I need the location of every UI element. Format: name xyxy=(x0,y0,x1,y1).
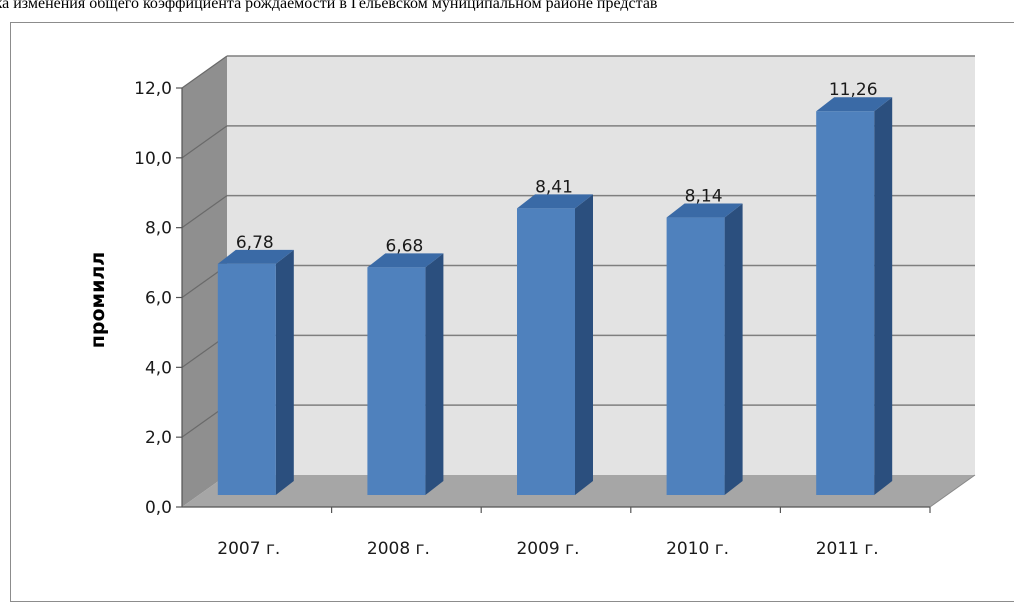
y-tick-label: 12,0 xyxy=(134,79,172,99)
bar-top xyxy=(816,97,893,112)
bar xyxy=(367,253,444,495)
bar-side xyxy=(275,249,294,495)
gridline-side xyxy=(181,125,228,159)
floor-edge xyxy=(929,474,976,508)
bar-side xyxy=(575,194,593,495)
bar-chart: 0,0 2,0 4,0 6,0 8,0 10,0 12,0 2007 г. 2008 г. 200… xyxy=(87,55,976,559)
data-label: 6,78 xyxy=(236,233,274,253)
bar-top xyxy=(367,253,444,268)
bar xyxy=(517,194,593,495)
bar xyxy=(816,97,893,495)
bar xyxy=(666,203,743,496)
bar-side xyxy=(425,253,444,495)
data-label: 8,14 xyxy=(685,187,723,207)
bar-top xyxy=(217,249,294,264)
bar-top xyxy=(517,194,593,209)
gridline-side xyxy=(181,195,228,229)
bar-front xyxy=(666,217,725,496)
y-tick-label: 6,0 xyxy=(145,289,172,309)
bar-front xyxy=(816,111,875,495)
y-tick-label: 10,0 xyxy=(134,149,172,169)
data-label: 6,68 xyxy=(385,236,423,256)
bar-front xyxy=(217,263,276,495)
bar-side xyxy=(724,203,743,496)
data-label: 11,26 xyxy=(829,80,878,100)
x-tick-label: 2009 г. xyxy=(516,539,579,559)
y-tick-label: 0,0 xyxy=(145,498,172,518)
figure-caption: ика изменения общего коэффициента рождае… xyxy=(0,0,658,12)
bar-top xyxy=(666,203,743,218)
x-tick-label: 2007 г. xyxy=(217,539,280,559)
bar-front xyxy=(367,267,426,495)
bar-front xyxy=(517,208,575,495)
y-tick-label: 4,0 xyxy=(145,358,172,378)
data-label: 8,41 xyxy=(535,177,573,197)
y-tick-label: 8,0 xyxy=(145,219,172,239)
x-tick-label: 2011 г. xyxy=(816,539,879,559)
y-axis-label: промилл xyxy=(87,252,109,348)
x-tick-label: 2008 г. xyxy=(367,539,430,559)
y-tick-label: 2,0 xyxy=(145,428,172,448)
gridline-side xyxy=(181,55,228,89)
bar-side xyxy=(874,97,893,495)
x-tick-label: 2010 г. xyxy=(666,539,729,559)
bar xyxy=(217,249,294,495)
